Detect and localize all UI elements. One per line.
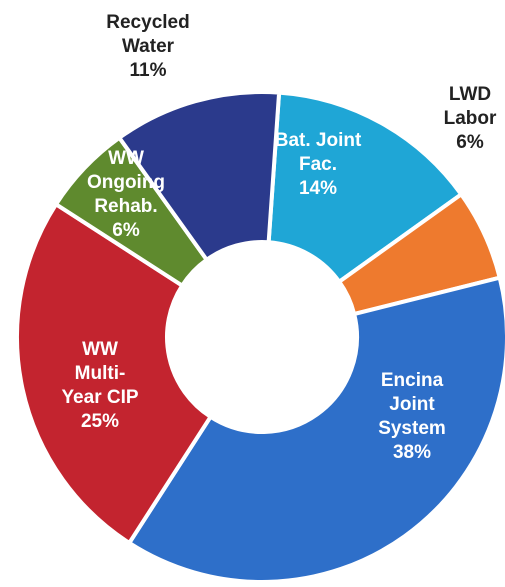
slices-group (15, 90, 505, 584)
slice-label-1: Bat. Joint Fac. 14% (275, 130, 362, 199)
slice-label-6: Recycled Water 11% (106, 12, 189, 81)
slice-label-3: Encina Joint System 38% (378, 370, 446, 463)
slice-name-label: Encina (381, 370, 444, 391)
slice-name-label: Fac. (299, 154, 337, 175)
pie-slice-1 (266, 90, 465, 285)
slice-name-label: Labor (444, 108, 497, 129)
slice-name-label: Recycled (106, 12, 189, 33)
slice-name-label: LWD (449, 84, 491, 105)
slice-label-4: WW Multi- Year CIP 25% (61, 339, 138, 432)
slice-name-label: WW (108, 148, 144, 169)
slice-percent-label: 6% (112, 220, 140, 241)
slice-name-label: Year CIP (61, 387, 138, 408)
slice-percent-label: 25% (81, 411, 119, 432)
slice-name-label: Ongoing (87, 172, 165, 193)
slice-percent-label: 14% (299, 178, 337, 199)
slice-name-label: Water (122, 36, 175, 57)
pie-slice-4 (15, 201, 214, 546)
slice-label-2: LWD Labor 6% (444, 84, 497, 153)
slice-percent-label: 11% (130, 60, 167, 81)
slice-label-5: WW Ongoing Rehab. 6% (87, 148, 165, 241)
pie-slice-3 (126, 275, 505, 584)
slice-percent-label: 38% (393, 442, 431, 463)
slice-name-label: Joint (389, 394, 435, 415)
slice-percent-label: 6% (456, 132, 484, 153)
pie-slice-6 (116, 90, 282, 263)
slice-name-label: Rehab. (94, 196, 157, 217)
slice-name-label: Multi- (75, 363, 126, 384)
labels-group: Bat. Joint Fac. 14% LWD Labor 6% Encina Joint Sy… (61, 12, 497, 463)
slice-name-label: Bat. Joint (275, 130, 362, 151)
slice-name-label: System (378, 418, 446, 439)
slice-name-label: WW (82, 339, 118, 360)
